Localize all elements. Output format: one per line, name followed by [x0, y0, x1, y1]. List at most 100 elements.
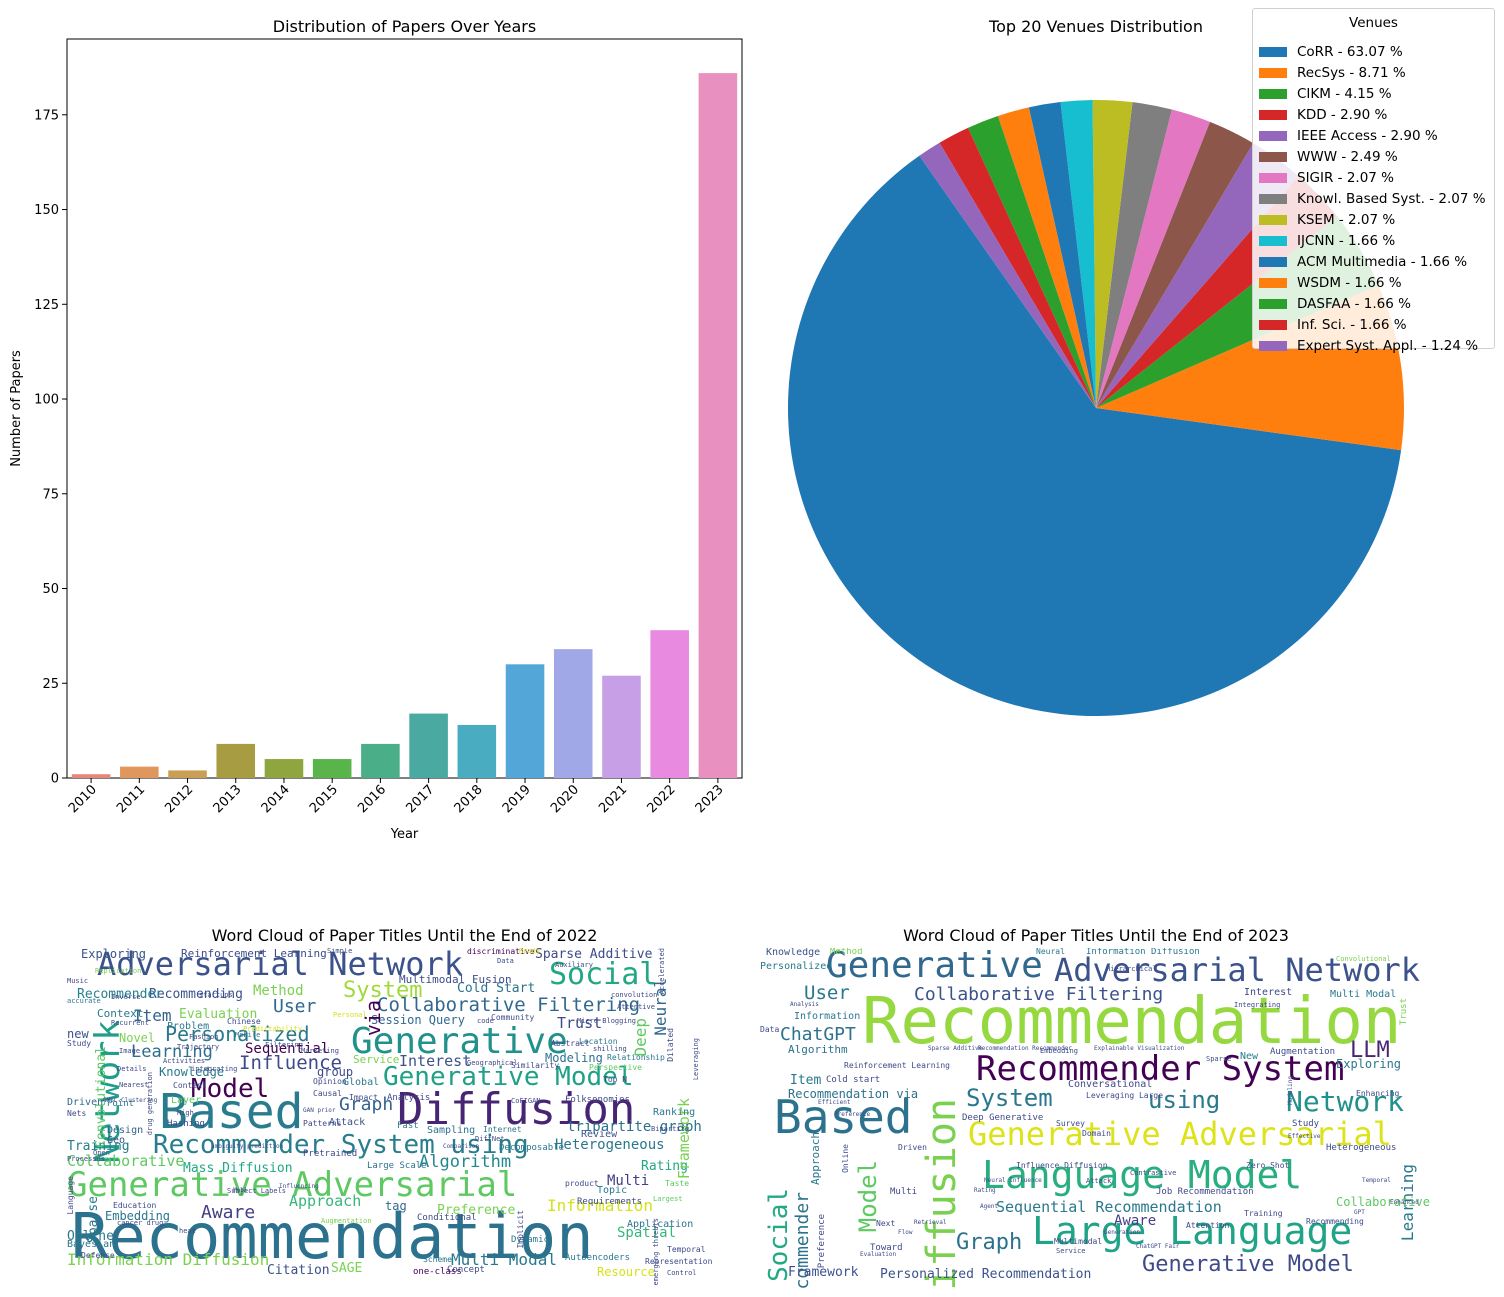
cloud-word: Mobi [233, 1187, 248, 1194]
cloud-word: Inverse [111, 993, 141, 1001]
cloud-word: Language Model [982, 1153, 1303, 1197]
y-tick-label: 75 [42, 487, 59, 502]
cloud-word: accurate [67, 997, 101, 1005]
cloud-word: Embedding [1040, 1047, 1078, 1055]
cloud-word: Conditional [417, 1213, 477, 1223]
cloud-word: Service [353, 1053, 400, 1066]
cloud-word: Dynamic [511, 1235, 549, 1245]
cloud-word: Adversarial Network [97, 948, 464, 983]
cloud-word: Neural [1036, 948, 1065, 956]
cloud-word: Graph [956, 1230, 1023, 1255]
cloud-word: Sampling [427, 1125, 476, 1136]
cloud-word: Generative Model [383, 1062, 634, 1092]
cloud-word: Generation [1104, 1229, 1141, 1236]
cloud-word: GAN prior [303, 1107, 336, 1114]
cloud-word: Influence [239, 1052, 342, 1074]
cloud-word: Generative Model [1142, 1252, 1354, 1277]
cloud-word: Knowledge [766, 948, 821, 958]
cloud-word: Preference [817, 1214, 827, 1269]
y-tick-label: 0 [51, 772, 59, 787]
cloud-word: Processes [67, 1155, 105, 1163]
cloud-2022-title: Word Cloud of Paper Titles Until the End… [211, 926, 598, 945]
cloud-word: Augmentation [1270, 1047, 1336, 1057]
cloud-word: Global [343, 1077, 380, 1088]
cloud-word: Interest [399, 1052, 472, 1070]
legend-swatch [1259, 151, 1287, 162]
cloud-word: Sparse Additive [928, 1045, 983, 1052]
cloud-word: Impact [349, 1093, 378, 1102]
pie-slice-4 [1096, 143, 1299, 408]
cloud-word: using [1148, 1086, 1221, 1114]
cloud-word: Framework [788, 1265, 859, 1280]
legend-label: CIKM - 4.15 % [1297, 85, 1392, 102]
cloud-word: Multi [890, 1187, 918, 1197]
cloud-word: Problem [167, 1021, 210, 1032]
cloud-word: Online [841, 1144, 850, 1173]
cloud-word: System [343, 978, 423, 1003]
x-tick-label: 2010 [66, 782, 100, 816]
legend-label: WSDM - 1.66 % [1297, 274, 1402, 291]
cloud-word: Knowledge [159, 1065, 225, 1079]
cloud-word: Temporal [1362, 1177, 1391, 1184]
cloud-word: Ready [519, 948, 541, 955]
cloud-word: Information [547, 1196, 653, 1215]
cloud-word: emerging threats [652, 1218, 660, 1286]
cloud-word: Rating [974, 1187, 996, 1194]
y-tick-label: 125 [34, 298, 59, 313]
bar-2017 [409, 713, 448, 778]
cloud-word: Algorithm [788, 1043, 848, 1056]
cloud-word: Training [1244, 1209, 1283, 1218]
cloud-word: Filtering [265, 1041, 303, 1049]
cloud-word: Micro Blogging [577, 1017, 637, 1025]
legend-swatch [1259, 277, 1287, 288]
cloud-word: Augmentation [321, 1217, 372, 1225]
cloud-word: Recommendation [71, 1200, 594, 1273]
legend-entry: IEEE Access - 2.90 % [1259, 125, 1438, 146]
legend-entry: WWW - 2.49 % [1259, 146, 1398, 167]
cloud-word: Preference [834, 1111, 871, 1118]
cloud-word: discriminative [467, 948, 535, 956]
legend-label: IEEE Access - 2.90 % [1297, 127, 1438, 144]
legend-entry: ACM Multimedia - 1.66 % [1259, 251, 1467, 272]
cloud-word: heat [179, 1227, 196, 1235]
word-cloud-2023: Recommendation Based Generative Adversarial… [760, 948, 1432, 1288]
cloud-word: Explainable Visualization [1094, 1045, 1185, 1052]
cloud-word: Subject Labels [227, 1187, 287, 1195]
cloud-word: Domain [1082, 1129, 1111, 1138]
cloud-word: Relationship [607, 1053, 665, 1062]
pie-slice-7 [1096, 102, 1172, 409]
cloud-word: Concept [447, 1265, 485, 1275]
cloud-word: Attack [1086, 1177, 1112, 1185]
cloud-word: Personal [333, 1011, 367, 1019]
cloud-word: Approach [809, 1132, 822, 1185]
legend-entry: Inf. Sci. - 1.66 % [1259, 314, 1407, 335]
legend-label: IJCNN - 1.66 % [1297, 232, 1396, 249]
cloud-word: Mass Diffusion [183, 1161, 293, 1176]
cloud-word: Recommendation Recommender [978, 1045, 1072, 1052]
bar-2015 [312, 759, 352, 778]
legend-entry: IJCNN - 1.66 % [1259, 230, 1395, 251]
pie-slice-14 [919, 142, 1096, 408]
cloud-word: Study [67, 1039, 92, 1048]
legend-entry: Expert Syst. Appl. - 1.24 % [1259, 335, 1478, 356]
cloud-word: Generative [826, 948, 1043, 986]
cloud-word: Influencing [279, 1183, 319, 1190]
legend-label: Expert Syst. Appl. - 1.24 % [1297, 337, 1479, 354]
pie-slice-5 [1096, 121, 1254, 409]
x-tick-label: 2016 [355, 782, 389, 816]
cloud-word: Geo [107, 1135, 126, 1146]
cloud-word: Perspective [589, 1063, 642, 1072]
legend-title: Venues [1349, 15, 1398, 31]
cloud-word: Learning [131, 1042, 213, 1062]
cloud-word: Community [491, 1013, 535, 1022]
x-tick-label: 2018 [452, 782, 486, 816]
legend-swatch [1259, 172, 1287, 183]
cloud-word: Large Scale [367, 1161, 427, 1171]
cloud-word: Folksonomies [565, 1095, 631, 1105]
cloud-word: Recurrent [111, 1019, 149, 1027]
cloud-word: Diffusion [919, 1098, 965, 1288]
cloud-word: Bipartite [651, 1125, 689, 1133]
cloud-word: Comparison [443, 1143, 480, 1150]
cloud-word: Auxiliary [555, 961, 593, 969]
cloud-word: GMSC-Clustering [103, 1097, 158, 1104]
